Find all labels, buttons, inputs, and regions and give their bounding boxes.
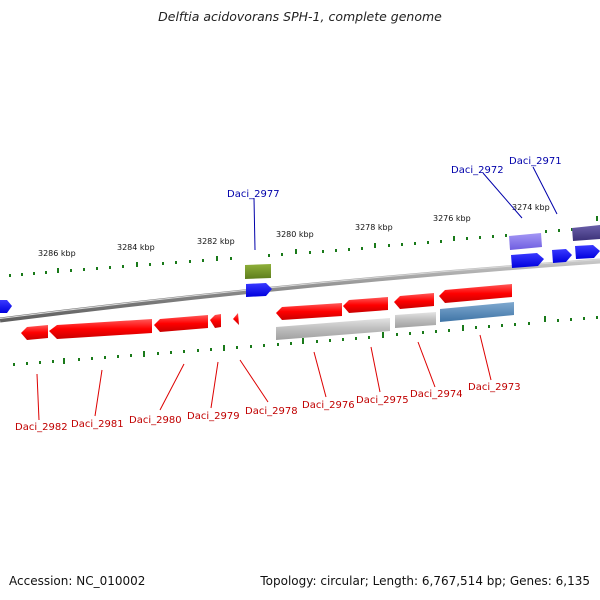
gene-label[interactable]: Daci_2977 bbox=[227, 189, 280, 200]
scale-label: 3274 kbp bbox=[512, 203, 550, 212]
feature-olive[interactable] bbox=[245, 264, 271, 279]
forward-gene[interactable] bbox=[0, 300, 12, 313]
scale-label: 3280 kbp bbox=[276, 230, 314, 239]
gene-label[interactable]: Daci_2978 bbox=[245, 406, 298, 417]
forward-gene[interactable] bbox=[575, 245, 600, 259]
scale-label: 3282 kbp bbox=[197, 237, 235, 246]
reverse-gene[interactable] bbox=[233, 313, 239, 325]
reverse-strand-genes bbox=[21, 284, 512, 340]
feature-gray[interactable] bbox=[276, 318, 390, 340]
gene-label[interactable]: Daci_2972 bbox=[451, 165, 504, 176]
reverse-gene[interactable] bbox=[439, 284, 512, 303]
reverse-gene[interactable] bbox=[49, 319, 152, 339]
page-title: Delftia acidovorans SPH-1, complete geno… bbox=[158, 9, 442, 24]
inner-features bbox=[276, 302, 514, 340]
scale-label: 3276 kbp bbox=[433, 214, 471, 223]
feature-gray[interactable] bbox=[395, 312, 436, 328]
gene-label[interactable]: Daci_2971 bbox=[509, 156, 562, 167]
outer-tick-row bbox=[9, 216, 598, 277]
bottom-leader-lines bbox=[36, 334, 492, 421]
scale-label: 3278 kbp bbox=[355, 223, 393, 232]
scale-label: 3286 kbp bbox=[38, 249, 76, 258]
gene-label[interactable]: Daci_2979 bbox=[187, 411, 240, 422]
reverse-gene[interactable] bbox=[394, 293, 434, 309]
forward-gene[interactable] bbox=[246, 283, 272, 297]
gene-label[interactable]: Daci_2980 bbox=[129, 415, 182, 426]
gene-label[interactable]: Daci_2976 bbox=[302, 400, 355, 411]
gene-label[interactable]: Daci_2982 bbox=[15, 422, 68, 433]
forward-gene[interactable] bbox=[552, 249, 572, 263]
feature-steelblue[interactable] bbox=[440, 302, 514, 322]
gene-label[interactable]: Daci_2981 bbox=[71, 419, 124, 430]
gene-label[interactable]: Daci_2974 bbox=[410, 389, 463, 400]
forward-gene[interactable] bbox=[511, 253, 544, 268]
gene-label[interactable]: Daci_2973 bbox=[468, 382, 521, 393]
scale-label: 3284 kbp bbox=[117, 243, 155, 252]
inner-tick-row bbox=[13, 316, 598, 366]
topology-text: Topology: circular; Length: 6,767,514 bp… bbox=[260, 574, 590, 588]
forward-strand-features bbox=[0, 225, 600, 313]
feature-purple[interactable] bbox=[509, 233, 542, 250]
reverse-gene[interactable] bbox=[276, 303, 342, 320]
top-leader-lines bbox=[253, 166, 558, 251]
accession-text: Accession: NC_010002 bbox=[9, 574, 146, 588]
feature-darkslate[interactable] bbox=[572, 225, 600, 241]
reverse-gene[interactable] bbox=[343, 297, 388, 313]
gene-label[interactable]: Daci_2975 bbox=[356, 395, 409, 406]
reverse-gene[interactable] bbox=[21, 325, 48, 340]
reverse-gene[interactable] bbox=[210, 314, 221, 328]
reverse-gene[interactable] bbox=[154, 315, 208, 332]
